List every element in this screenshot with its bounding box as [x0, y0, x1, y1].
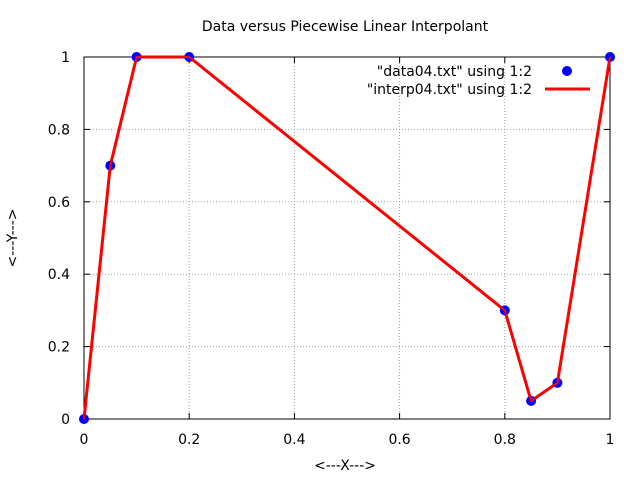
legend-label-data: "data04.txt" using 1:2 — [377, 64, 532, 80]
x-tick-label: 0.2 — [178, 432, 200, 448]
series — [79, 52, 615, 424]
y-tick-label: 0.8 — [48, 122, 70, 138]
legend-marker-data — [562, 66, 572, 76]
legend: "data04.txt" using 1:2 "interp04.txt" us… — [367, 64, 590, 98]
y-axis-label: <---Y---> — [5, 208, 21, 267]
interp-series-line-overlay — [83, 56, 611, 420]
chart-title: Data versus Piecewise Linear Interpolant — [202, 19, 489, 35]
x-tick-label: 0 — [80, 432, 89, 448]
axis-ticks: 0 0.2 0.4 0.6 0.8 1 0 0.2 0.4 0.6 0.8 1 — [48, 50, 615, 448]
x-tick-label: 1 — [606, 432, 615, 448]
y-tick-label: 0.6 — [48, 195, 70, 211]
legend-label-interp: "interp04.txt" using 1:2 — [367, 82, 532, 98]
y-tick-label: 0 — [61, 412, 70, 428]
y-tick-label: 0.2 — [48, 340, 70, 356]
grid — [84, 57, 610, 419]
interp-series-line — [82, 55, 612, 420]
x-axis-label: <---X---> — [314, 458, 376, 474]
plot-frame — [83, 56, 611, 420]
x-tick-label: 0.4 — [283, 432, 305, 448]
y-tick-label: 1 — [61, 50, 70, 66]
x-tick-label: 0.8 — [494, 432, 516, 448]
x-tick-label: 0.6 — [388, 432, 410, 448]
y-tick-label: 0.4 — [48, 267, 70, 283]
